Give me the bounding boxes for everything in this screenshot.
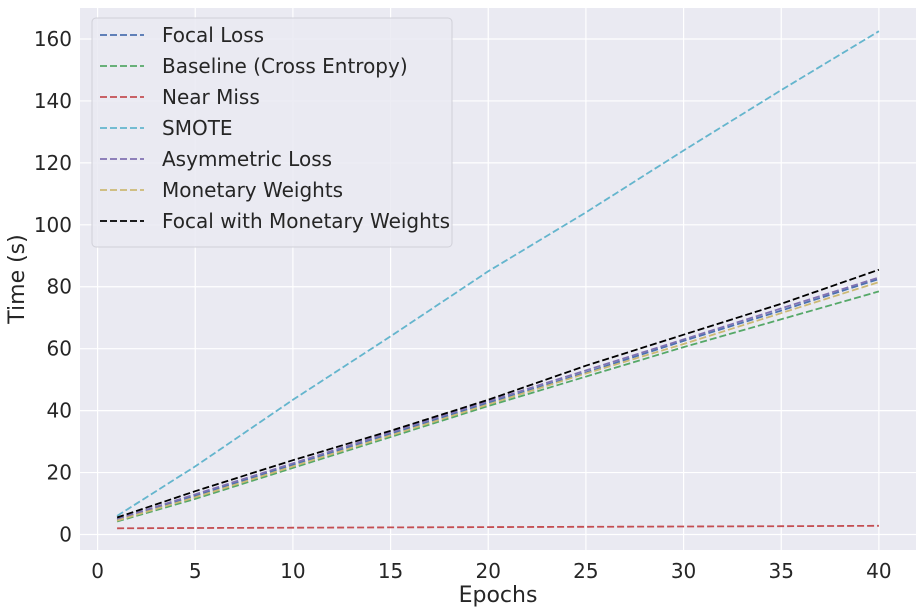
y-tick-label: 40 — [47, 399, 72, 423]
series-line-smote — [116, 30, 880, 517]
x-tick-label: 0 — [91, 559, 104, 583]
legend-entry: Near Miss — [162, 85, 260, 109]
x-tick-label: 25 — [573, 559, 598, 583]
legend-entry: Asymmetric Loss — [162, 147, 332, 171]
legend-box — [91, 17, 453, 248]
y-tick-label: 160 — [34, 27, 72, 51]
x-tick-label: 35 — [768, 559, 793, 583]
y-tick-label: 120 — [34, 151, 72, 175]
x-tick-label: 10 — [280, 559, 305, 583]
x-axis-label: Epochs — [459, 583, 538, 608]
y-axis-label: Time (s) — [5, 234, 30, 324]
y-tick-label: 60 — [47, 337, 72, 361]
x-tick-label: 40 — [866, 559, 891, 583]
legend-entry: Focal with Monetary Weights — [162, 209, 450, 233]
y-tick-label: 100 — [34, 213, 72, 237]
series-line-focal-with-monetary-weights — [116, 268, 880, 519]
series-line-near-miss — [117, 524, 879, 530]
y-tick-label: 80 — [47, 275, 72, 299]
x-tick-label: 5 — [189, 559, 202, 583]
y-tick-label: 140 — [34, 89, 72, 113]
legend-entry: SMOTE — [162, 116, 233, 140]
y-tick-label: 0 — [59, 523, 72, 547]
legend-entry: Focal Loss — [162, 23, 264, 47]
series-line-baseline-cross-entropy — [116, 290, 880, 523]
legend-entry: Monetary Weights — [162, 178, 343, 202]
series-line-monetary-weights — [116, 281, 880, 522]
series-line-asymmetric-loss — [116, 276, 880, 520]
x-tick-labels: 0 5 10 15 20 25 30 35 40 — [91, 559, 891, 583]
x-tick-label: 15 — [378, 559, 403, 583]
series-line-focal-loss — [116, 278, 880, 521]
series-lines — [116, 30, 880, 530]
legend: Focal Loss Baseline (Cross Entropy) Near M… — [91, 17, 453, 248]
x-tick-label: 30 — [671, 559, 696, 583]
x-tick-label: 20 — [476, 559, 501, 583]
y-tick-label: 20 — [47, 461, 72, 485]
legend-entry: Baseline (Cross Entropy) — [162, 54, 408, 78]
y-tick-labels: 0 20 40 60 80 100 120 140 160 — [34, 27, 72, 547]
